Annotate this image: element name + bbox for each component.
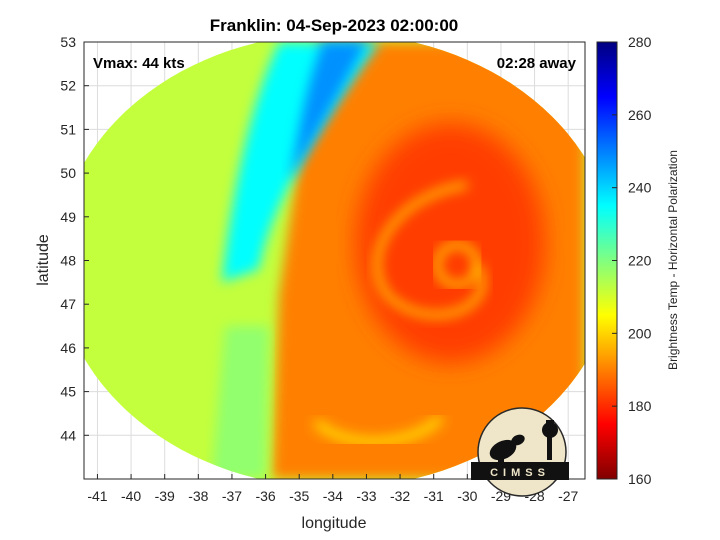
x-tick-label: -37 (222, 488, 242, 504)
x-ticks: -41 -40 -39 -38 -37 -36 -35 -34 -33 -32 -31 -30 -29-… (87, 474, 579, 504)
x-tick-label: -38 (188, 488, 208, 504)
y-tick-label: 47 (60, 296, 76, 312)
cyclone-spiral-band (374, 181, 486, 318)
colorbar-tick-label: 160 (628, 471, 652, 487)
colorbar-tick-label: 220 (628, 253, 652, 269)
colorbar-tick-label: 240 (628, 180, 652, 196)
colorbar-tick-label: 280 (628, 34, 652, 50)
y-tick-label: 50 (60, 165, 76, 181)
x-tick-label: -41 (87, 488, 107, 504)
western-cool-strip (211, 326, 269, 479)
southern-cloud-band (313, 414, 444, 446)
y-axis-label: latitude (35, 234, 52, 286)
logo-text: CIMSS (490, 467, 550, 479)
cyclone-warm-core-region (355, 123, 546, 364)
x-tick-label: -35 (289, 488, 309, 504)
cold-frontal-band (221, 42, 380, 283)
colorbar-tick-label: 180 (628, 398, 652, 414)
x-tick-label: -27 (558, 488, 578, 504)
colorbar-tick-label: 200 (628, 325, 652, 341)
y-tick-label: 45 (60, 384, 76, 400)
swath-features (211, 42, 585, 479)
x-tick-label: -39 (155, 488, 175, 504)
x-tick-label: -32 (390, 488, 410, 504)
y-tick-label: 49 (60, 209, 76, 225)
brightness-temp-swath (84, 42, 585, 479)
chart-title: Franklin: 04-Sep-2023 02:00:00 (210, 16, 459, 35)
cimss-logo: CIMSS (471, 407, 569, 497)
y-tick-label: 46 (60, 340, 76, 356)
x-tick-label: -40 (121, 488, 141, 504)
y-tick-label: 52 (60, 78, 76, 94)
y-tick-label: 44 (60, 427, 76, 443)
x-tick-label: -36 (255, 488, 275, 504)
x-tick-label: -30 (457, 488, 477, 504)
vmax-annotation: Vmax: 44 kts (93, 55, 185, 72)
y-ticks: 44 45 46 47 48 49 50 51 52 53 (60, 34, 89, 443)
y-tick-label: 48 (60, 253, 76, 269)
x-tick-label: -33 (356, 488, 376, 504)
y-tick-label: 53 (60, 34, 76, 50)
cold-band-core (289, 42, 367, 182)
colorbar-tick-label: 260 (628, 107, 652, 123)
x-tick-label: -34 (323, 488, 343, 504)
time-away-annotation: 02:28 away (497, 55, 577, 72)
colorbar-ticks: 160 180 200 220 240 260 280 (612, 34, 652, 487)
x-tick-label: -31 (424, 488, 444, 504)
y-tick-label: 51 (60, 121, 76, 137)
x-axis-label: longitude (302, 515, 367, 532)
colorbar-label: Brightness Temp - Horizontal Polarizatio… (666, 150, 680, 370)
